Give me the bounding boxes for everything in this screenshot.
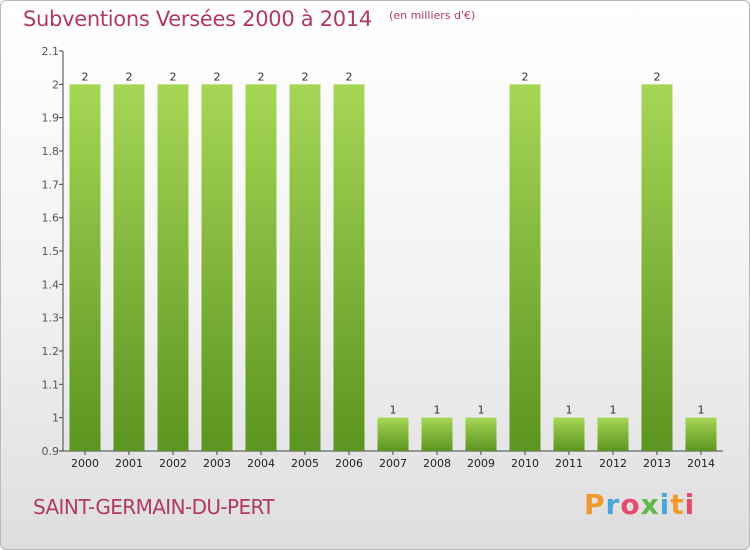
y-tick-label: 1.6 [42, 212, 60, 225]
data-label-2007: 1 [390, 404, 397, 417]
bar-2007 [377, 417, 409, 451]
x-tick-label: 2007 [379, 457, 407, 470]
bar-2008 [421, 417, 453, 451]
data-label-2002: 2 [170, 70, 177, 83]
bar-2004 [245, 84, 277, 451]
y-tick-label: 1.4 [42, 278, 60, 291]
logo-letter: P [584, 488, 606, 521]
x-tick-label: 2014 [687, 457, 715, 470]
logo-letter: i [684, 488, 696, 521]
y-tick-label: 1.7 [42, 178, 60, 191]
x-tick-label: 2009 [467, 457, 495, 470]
data-label-2008: 1 [434, 404, 441, 417]
data-label-2000: 2 [82, 70, 89, 83]
x-tick-label: 2003 [203, 457, 231, 470]
bar-2011 [553, 417, 585, 451]
x-tick-label: 2001 [115, 457, 143, 470]
logo-letter: x [640, 488, 660, 521]
chart-unit: (en milliers d'€) [389, 9, 476, 22]
bar-2013 [641, 84, 673, 451]
x-tick-label: 2004 [247, 457, 275, 470]
bar-2000 [69, 84, 101, 451]
y-tick-label: 1.3 [42, 312, 60, 325]
logo-letter: o [620, 488, 641, 521]
bar-2005 [289, 84, 321, 451]
x-tick-label: 2002 [159, 457, 187, 470]
x-tick-label: 2005 [291, 457, 319, 470]
data-label-2010: 2 [522, 70, 529, 83]
logo-letter: i [659, 488, 671, 521]
bar-2010 [509, 84, 541, 451]
data-label-2013: 2 [654, 70, 661, 83]
chart-title: Subventions Versées 2000 à 2014 [23, 7, 372, 31]
data-label-2011: 1 [566, 404, 573, 417]
x-tick-label: 2000 [71, 457, 99, 470]
x-tick-label: 2012 [599, 457, 627, 470]
data-label-2004: 2 [258, 70, 265, 83]
data-label-2001: 2 [126, 70, 133, 83]
proxiti-logo: Proxiti [584, 488, 695, 521]
data-label-2005: 2 [302, 70, 309, 83]
data-label-2003: 2 [214, 70, 221, 83]
data-label-2012: 1 [610, 404, 617, 417]
bar-2014 [685, 417, 717, 451]
commune-name: SAINT-GERMAIN-DU-PERT [33, 495, 275, 519]
x-tick-label: 2008 [423, 457, 451, 470]
y-tick-label: 1.8 [42, 145, 60, 158]
x-tick-label: 2010 [511, 457, 539, 470]
bar-2001 [113, 84, 145, 451]
logo-letter: t [670, 488, 685, 521]
y-tick-label: 1.1 [42, 378, 60, 391]
chart-title-block: Subventions Versées 2000 à 2014 (en mill… [23, 7, 475, 31]
x-tick-label: 2006 [335, 457, 363, 470]
y-tick-label: 1.5 [42, 245, 60, 258]
x-tick-label: 2011 [555, 457, 583, 470]
bar-2003 [201, 84, 233, 451]
data-label-2006: 2 [346, 70, 353, 83]
y-tick-label: 1.9 [42, 112, 60, 125]
bar-2002 [157, 84, 189, 451]
x-tick-label: 2013 [643, 457, 671, 470]
y-tick-label: 1 [52, 412, 59, 425]
bar-2012 [597, 417, 629, 451]
data-label-2009: 1 [478, 404, 485, 417]
data-label-2014: 1 [698, 404, 705, 417]
y-tick-label: 2.1 [42, 45, 60, 58]
bar-2006 [333, 84, 365, 451]
y-tick-label: 1.2 [42, 345, 60, 358]
logo-letter: r [605, 488, 621, 521]
y-tick-label: 0.9 [42, 445, 60, 458]
bar-2009 [465, 417, 497, 451]
y-tick-label: 2 [52, 78, 59, 91]
